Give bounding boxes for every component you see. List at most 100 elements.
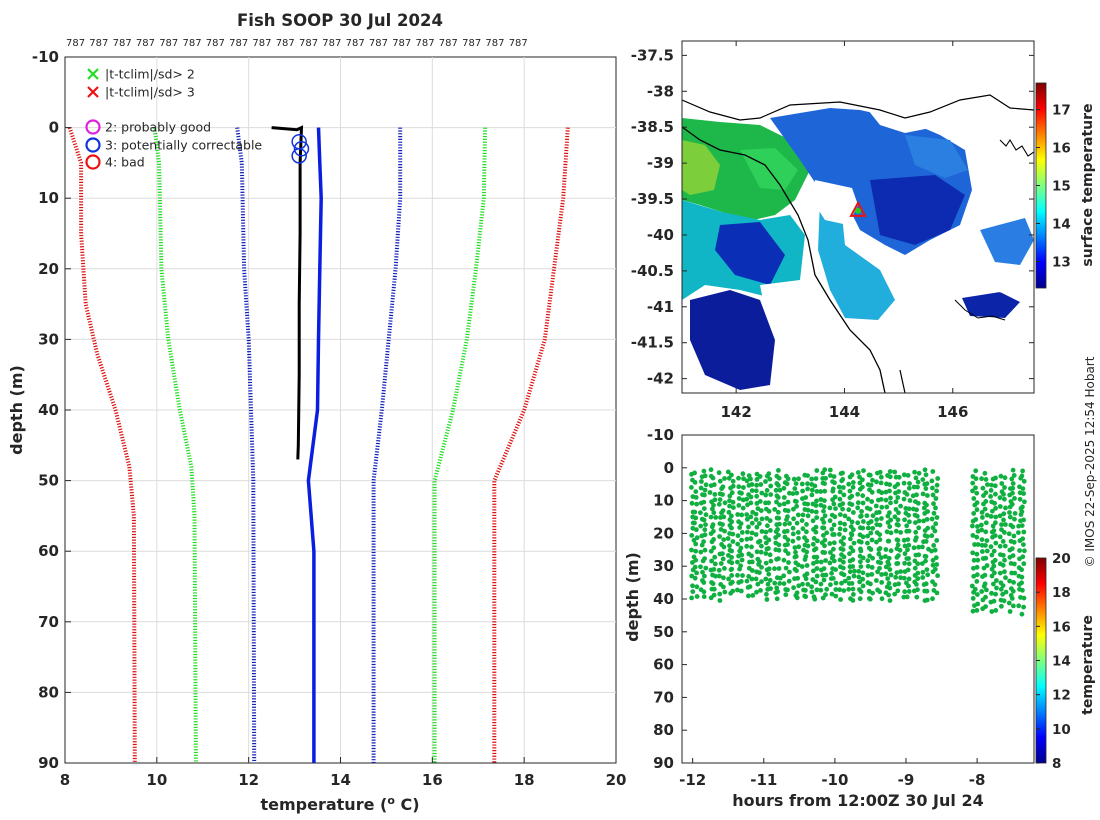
section-point bbox=[969, 583, 975, 589]
section-point bbox=[822, 481, 827, 486]
section-point bbox=[824, 530, 830, 536]
section-point bbox=[879, 516, 884, 521]
section-point bbox=[823, 558, 828, 563]
section-point bbox=[736, 484, 742, 490]
section-point bbox=[767, 577, 773, 583]
cb2-tick-label: 14 bbox=[1052, 654, 1071, 670]
section-point bbox=[898, 575, 903, 581]
map-ytick-label: -39 bbox=[647, 154, 674, 172]
section-point bbox=[997, 504, 1003, 509]
section-point bbox=[837, 520, 843, 526]
section-point bbox=[887, 524, 893, 530]
section-point bbox=[892, 469, 898, 475]
section-point bbox=[905, 473, 911, 478]
section-point bbox=[738, 563, 743, 569]
count-label: 787 bbox=[462, 38, 481, 49]
section-point bbox=[916, 525, 922, 531]
section-point bbox=[858, 564, 864, 569]
section-point bbox=[879, 596, 885, 602]
section-point bbox=[720, 508, 726, 513]
section-point bbox=[913, 475, 919, 481]
section-point bbox=[975, 524, 980, 529]
section-point bbox=[822, 543, 827, 549]
section-point bbox=[865, 525, 871, 531]
section-point bbox=[901, 575, 907, 581]
section-point bbox=[850, 557, 856, 562]
section-point bbox=[1011, 580, 1016, 585]
section-point bbox=[902, 551, 908, 557]
section-point bbox=[914, 507, 919, 513]
section-point bbox=[877, 546, 883, 551]
section-point bbox=[716, 567, 722, 573]
section-point bbox=[896, 581, 901, 587]
section-point bbox=[692, 575, 698, 581]
section-point bbox=[739, 552, 745, 558]
section-point bbox=[896, 522, 901, 528]
section-point bbox=[841, 541, 846, 547]
profile-xtick-label: 10 bbox=[146, 771, 167, 789]
section-point bbox=[758, 549, 764, 555]
section-point bbox=[1010, 485, 1016, 491]
profile-ytick-label: 30 bbox=[38, 330, 59, 348]
section-point bbox=[712, 492, 718, 497]
section-point bbox=[720, 522, 725, 527]
section-point bbox=[744, 512, 750, 517]
section-point bbox=[809, 508, 815, 514]
section-point bbox=[901, 537, 907, 543]
section-point bbox=[887, 482, 893, 487]
section-point bbox=[883, 547, 889, 552]
section-point bbox=[776, 542, 782, 548]
section-point bbox=[753, 488, 759, 494]
section-point bbox=[1009, 476, 1015, 482]
section-point bbox=[915, 587, 920, 593]
profile-ytick-label: 80 bbox=[38, 683, 59, 701]
section-point bbox=[901, 480, 907, 486]
section-point bbox=[1017, 548, 1022, 553]
count-label: 787 bbox=[159, 38, 178, 49]
section-point bbox=[1011, 603, 1016, 609]
section-point bbox=[739, 530, 745, 535]
section-point bbox=[790, 531, 796, 537]
section-point bbox=[982, 506, 988, 512]
section-point bbox=[974, 564, 980, 570]
profile-title: Fish SOOP 30 Jul 2024 bbox=[237, 11, 443, 30]
section-point bbox=[865, 533, 870, 539]
legend-label: |t-tclim|/sd> 3 bbox=[105, 85, 195, 100]
section-point bbox=[698, 549, 704, 555]
section-point bbox=[914, 582, 919, 587]
section-point bbox=[740, 505, 746, 511]
section-point bbox=[985, 482, 990, 487]
section-point bbox=[980, 515, 985, 520]
section-point bbox=[785, 587, 790, 593]
cb2-tick-label: 18 bbox=[1052, 585, 1071, 601]
section-point bbox=[848, 536, 853, 542]
section-ytick-label: -10 bbox=[647, 426, 674, 444]
section-point bbox=[738, 579, 744, 584]
section-point bbox=[1020, 468, 1025, 474]
section-point bbox=[754, 589, 759, 595]
section-point bbox=[708, 548, 714, 554]
section-point bbox=[799, 481, 805, 487]
section-point bbox=[774, 596, 780, 602]
section-point bbox=[865, 540, 870, 546]
section-point bbox=[689, 533, 695, 538]
section-point bbox=[694, 527, 699, 533]
section-point bbox=[991, 563, 997, 569]
section-point bbox=[1003, 522, 1008, 527]
section-point bbox=[906, 512, 911, 518]
section-point bbox=[1019, 523, 1025, 528]
map-deep-blue bbox=[690, 290, 775, 390]
section-point bbox=[735, 572, 740, 578]
section-point bbox=[818, 581, 824, 587]
section-point bbox=[837, 489, 843, 495]
section-point bbox=[991, 548, 997, 554]
section-point bbox=[888, 495, 893, 501]
section-point bbox=[973, 476, 979, 482]
section-point bbox=[711, 592, 717, 598]
section-point bbox=[794, 595, 800, 601]
section-point bbox=[721, 544, 727, 550]
section-point bbox=[982, 581, 988, 587]
section-point bbox=[860, 493, 866, 499]
section-point bbox=[763, 492, 769, 498]
section-point bbox=[893, 574, 899, 580]
